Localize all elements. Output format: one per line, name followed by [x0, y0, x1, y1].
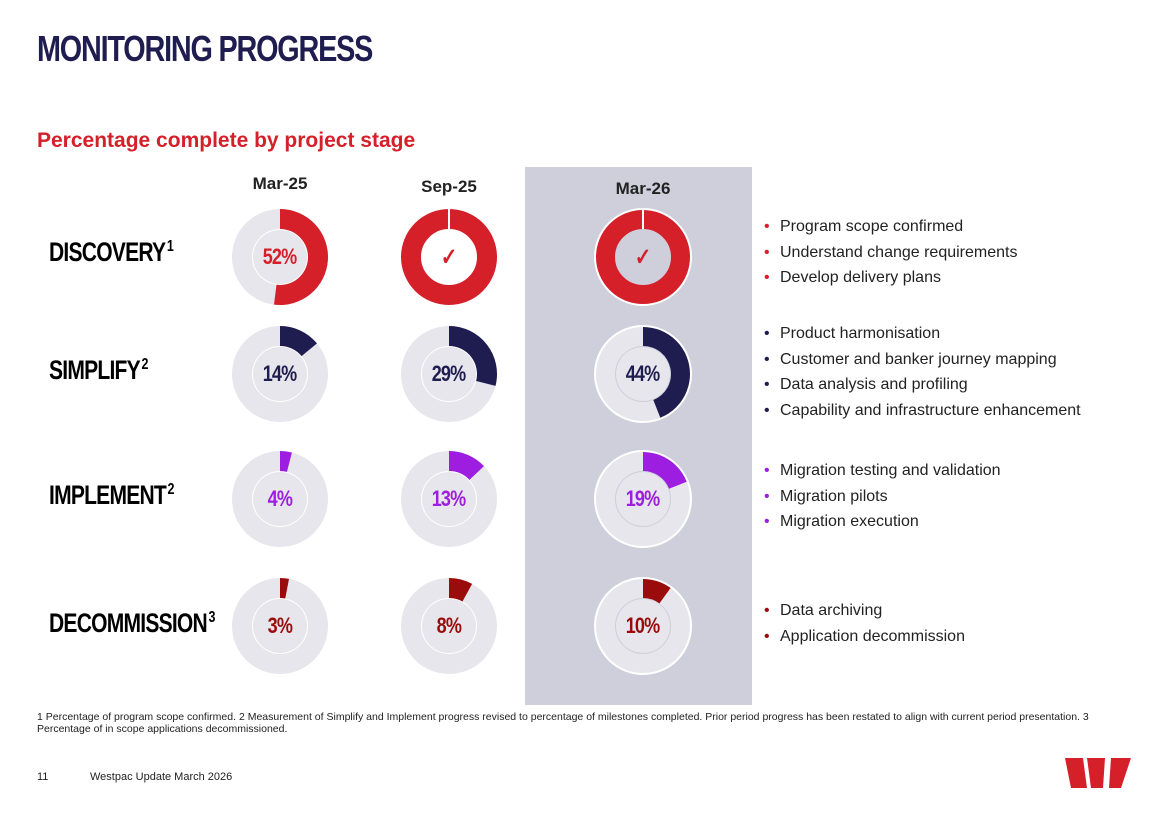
- bullet-item: • Migration pilots: [764, 487, 888, 505]
- donut-hole: [253, 472, 307, 526]
- donut-hole: [616, 599, 670, 653]
- donut-svg: [594, 208, 692, 306]
- stage-label-discovery: DISCOVERY1: [49, 237, 174, 267]
- donut-svg: [594, 577, 692, 675]
- donut-simplify-mar-25: 14%: [230, 324, 330, 424]
- donut-value-label: 4%: [267, 486, 293, 511]
- donut-svg: [232, 578, 328, 674]
- donut-decommission-mar-26: 10%: [593, 576, 693, 676]
- bullet-item: • Program scope confirmed: [764, 218, 964, 235]
- page-number: 11: [37, 771, 49, 783]
- donut-segment: [280, 578, 289, 599]
- bullet-item: • Data analysis and profiling: [764, 376, 968, 393]
- donut-discovery-mar-25: 52%: [230, 207, 330, 307]
- donut-hole: [253, 599, 307, 653]
- document-name: Westpac Update March 2026: [90, 771, 233, 783]
- donut-svg: [401, 209, 497, 305]
- stage-label-implement: IMPLEMENT2: [49, 480, 174, 510]
- bullets-implement: • Migration testing and validation • Migra…: [764, 458, 1001, 535]
- donut-value-label: 14%: [263, 361, 297, 386]
- donut-value-label: 52%: [263, 244, 297, 269]
- bullet-item: • Migration testing and validation: [764, 462, 1001, 479]
- bullets-discovery: • Program scope confirmed • Understand cha…: [764, 214, 1017, 291]
- donut-svg: [401, 326, 497, 422]
- donut-svg: [232, 326, 328, 422]
- donut-simplify-sep-25: 29%: [399, 324, 499, 424]
- bullets-simplify: • Product harmonisation • Customer and ban…: [764, 321, 1081, 423]
- donut-discovery-sep-25: ✓: [399, 207, 499, 307]
- bullet-item: • Customer and banker journey mapping: [764, 350, 1057, 368]
- donut-value-label: 44%: [626, 361, 660, 386]
- donut-segment: [449, 326, 497, 386]
- donut-segment: [273, 209, 328, 305]
- donut-outline: [594, 325, 692, 423]
- bullet-item: • Application decommission: [764, 627, 965, 645]
- donut-value-label: 3%: [267, 613, 293, 638]
- donut-value-label: 13%: [432, 486, 466, 511]
- donut-svg: [232, 209, 328, 305]
- bullet-item: • Capability and infrastructure enhanceme…: [764, 401, 1081, 419]
- donut-hole: [422, 472, 476, 526]
- stage-label-simplify: SIMPLIFY2: [49, 355, 148, 385]
- donut-value-label: 29%: [432, 361, 466, 386]
- bullets-decommission: • Data archiving • Application decommissio…: [764, 598, 965, 649]
- donut-simplify-mar-26: 44%: [593, 324, 693, 424]
- donut-svg: [232, 451, 328, 547]
- westpac-w-logo-icon: [1065, 758, 1131, 788]
- donut-discovery-mar-26: ✓: [593, 207, 693, 307]
- donut-segment: [449, 578, 473, 602]
- stage-label-decommission: DECOMMISSION3: [49, 608, 215, 638]
- column-header-mar-26: Mar-26: [615, 179, 671, 198]
- donut-segment: [280, 326, 317, 357]
- donut-decommission-mar-25: 3%: [230, 576, 330, 676]
- donut-outline: [594, 208, 692, 306]
- donut-segment: [643, 578, 672, 604]
- donut-value-label: 19%: [626, 486, 660, 511]
- donut-segment: [643, 451, 688, 489]
- donut-hole: [422, 599, 476, 653]
- donut-implement-sep-25: 13%: [399, 449, 499, 549]
- column-header-sep-25: Sep-25: [421, 177, 477, 196]
- donut-implement-mar-25: 4%: [230, 449, 330, 549]
- donut-outline: [594, 577, 692, 675]
- bullet-item: • Develop delivery plans: [764, 269, 941, 286]
- bullet-item: • Understand change requirements: [764, 243, 1018, 261]
- donut-hole: [422, 230, 476, 284]
- donut-value-label: 10%: [626, 613, 660, 638]
- footnote: 1 Percentage of program scope confirmed.…: [37, 711, 1089, 735]
- donut-svg: [401, 451, 497, 547]
- donut-hole: [253, 230, 307, 284]
- donut-segment: [449, 451, 484, 480]
- bullet-item: • Data archiving: [764, 602, 883, 619]
- chart-subtitle: Percentage complete by project stage: [37, 129, 416, 152]
- donut-segment: [643, 326, 691, 419]
- donut-value-label: 8%: [436, 613, 462, 638]
- donut-svg: [401, 578, 497, 674]
- donut-segment: [280, 451, 292, 472]
- donut-hole: [422, 347, 476, 401]
- donut-value-label: ✓: [441, 243, 457, 271]
- donut-hole: [616, 230, 670, 284]
- donut-decommission-sep-25: 8%: [399, 576, 499, 676]
- page-title: MONITORING PROGRESS: [37, 28, 373, 69]
- column-header-mar-25: Mar-25: [252, 174, 308, 193]
- donut-hole: [616, 347, 670, 401]
- donut-outline: [594, 450, 692, 548]
- donut-svg: [594, 450, 692, 548]
- donut-implement-mar-26: 19%: [593, 449, 693, 549]
- donut-hole: [253, 347, 307, 401]
- bullet-item: • Migration execution: [764, 513, 919, 530]
- donut-hole: [616, 472, 670, 526]
- bullet-item: • Product harmonisation: [764, 325, 941, 342]
- donut-value-label: ✓: [635, 243, 651, 271]
- donut-svg: [594, 325, 692, 423]
